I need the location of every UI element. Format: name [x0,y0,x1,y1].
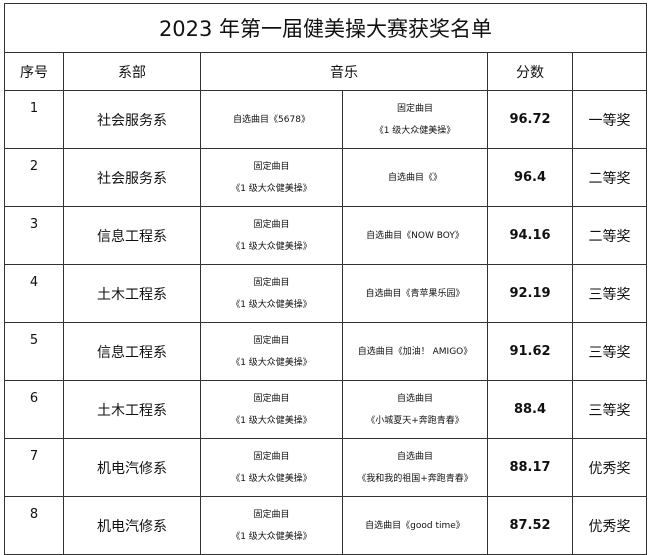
row-award: 二等奖 [572,148,647,207]
row-music-b: 自选曲目《good time》 [342,496,488,555]
music-line: 自选曲目《加油！ AMIGO》 [357,346,473,357]
row-music-a: 固定曲目《1 级大众健美操》 [200,322,343,381]
music-line: 《1 级大众健美操》 [231,473,312,484]
row-music-b: 自选曲目《我和我的祖国+奔跑青春》 [342,438,488,497]
row-score: 87.52 [487,496,573,555]
music-line: 《1 级大众健美操》 [231,357,312,368]
row-music-a: 自选曲目《5678》 [200,90,343,149]
row-index: 4 [4,264,64,323]
row-score: 96.72 [487,90,573,149]
header-index: 序号 [4,52,64,91]
music-line: 固定曲目 [253,335,290,346]
row-award: 三等奖 [572,380,647,439]
row-music-a: 固定曲目《1 级大众健美操》 [200,438,343,497]
row-music-b: 固定曲目《1 级大众健美操》 [342,90,488,149]
row-index: 5 [4,322,64,381]
music-line: 固定曲目 [253,509,290,520]
row-music-b: 自选曲目《青苹果乐园》 [342,264,488,323]
music-line: 自选曲目《》 [387,172,442,183]
table-row: 4 土木工程系 固定曲目 《1 级大众健美操》 自选曲目《青苹果乐园》 92.19 三等奖 [4,264,647,323]
table-row: 3 信息工程系 固定曲目 《1 级大众健美操》 自选曲目《NOW BOY》 94.16 二等… [4,206,647,265]
row-index: 6 [4,380,64,439]
table-row: 5 信息工程系 固定曲目 《1 级大众健美操》 自选曲目《加油！ AMIGO》 91.62… [4,322,647,381]
music-line: 《1 级大众健美操》 [231,531,312,542]
music-line: 《1 级大众健美操》 [231,415,312,426]
music-line: 固定曲目 [253,219,290,230]
music-line: 《1 级大众健美操》 [231,299,312,310]
table-row: 1 社会服务系 自选曲目《5678》 固定曲目 《1 级大众健美操》 96.72 一等奖 [4,90,647,149]
row-music-a: 固定曲目《1 级大众健美操》 [200,148,343,207]
music-line: 自选曲目《青苹果乐园》 [365,288,465,299]
row-music-b: 自选曲目《加油！ AMIGO》 [342,322,488,381]
row-index: 7 [4,438,64,497]
row-index: 1 [4,90,64,149]
row-score: 94.16 [487,206,573,265]
page-title: 2023 年第一届健美操大赛获奖名单 [4,3,647,53]
music-line: 自选曲目 [396,393,433,404]
music-line: 固定曲目 [253,393,290,404]
row-department: 机电汽修系 [63,496,201,555]
row-music-a: 固定曲目《1 级大众健美操》 [200,206,343,265]
header-music: 音乐 [200,52,488,91]
music-line: 固定曲目 [253,277,290,288]
row-department: 土木工程系 [63,264,201,323]
row-index: 8 [4,496,64,555]
row-music-a: 固定曲目《1 级大众健美操》 [200,264,343,323]
row-department: 土木工程系 [63,380,201,439]
music-line: 《1 级大众健美操》 [231,241,312,252]
music-line: 自选曲目《NOW BOY》 [366,230,464,241]
table-row: 6 土木工程系 固定曲目 《1 级大众健美操》 自选曲目 《小城夏天+奔跑青春》 88.4 三… [4,380,647,439]
row-score: 92.19 [487,264,573,323]
row-department: 社会服务系 [63,90,201,149]
row-music-a: 固定曲目《1 级大众健美操》 [200,380,343,439]
row-award: 优秀奖 [572,496,647,555]
music-line: 《1 级大众健美操》 [374,125,456,136]
row-department: 信息工程系 [63,322,201,381]
row-index: 2 [4,148,64,207]
row-score: 96.4 [487,148,573,207]
row-music-b: 自选曲目《》 [342,148,488,207]
music-line: 固定曲目 [253,451,290,462]
row-score: 88.17 [487,438,573,497]
header-award [572,52,647,91]
music-line: 《我和我的祖国+奔跑青春》 [357,473,473,484]
row-music-b: 自选曲目《NOW BOY》 [342,206,488,265]
music-line: 固定曲目 [396,103,433,114]
award-table: 2023 年第一届健美操大赛获奖名单 序号 系部 音乐 分数 1 社会服务系自选曲… [4,3,647,555]
row-department: 机电汽修系 [63,438,201,497]
row-award: 优秀奖 [572,438,647,497]
music-line: 《小城夏天+奔跑青春》 [366,415,464,426]
row-award: 三等奖 [572,322,647,381]
row-score: 88.4 [487,380,573,439]
music-line: 自选曲目《good time》 [365,520,465,531]
header-department: 系部 [63,52,201,91]
row-award: 三等奖 [572,264,647,323]
header-score: 分数 [487,52,573,91]
row-department: 信息工程系 [63,206,201,265]
row-score: 91.62 [487,322,573,381]
music-line: 自选曲目 [396,451,433,462]
table-row: 8 机电汽修系 固定曲目 《1 级大众健美操》 自选曲目《good time》 87.52… [4,496,647,555]
music-line: 《1 级大众健美操》 [231,183,312,194]
row-music-b: 自选曲目《小城夏天+奔跑青春》 [342,380,488,439]
row-award: 二等奖 [572,206,647,265]
music-line: 自选曲目《5678》 [233,114,310,125]
table-row: 7 机电汽修系 固定曲目 《1 级大众健美操》 自选曲目 《我和我的祖国+奔跑青春》 88.… [4,438,647,497]
row-award: 一等奖 [572,90,647,149]
table-row: 2 社会服务系 固定曲目 《1 级大众健美操》 自选曲目《》 96.4 二等奖 [4,148,647,207]
row-index: 3 [4,206,64,265]
music-line: 固定曲目 [253,161,290,172]
row-department: 社会服务系 [63,148,201,207]
row-music-a: 固定曲目《1 级大众健美操》 [200,496,343,555]
